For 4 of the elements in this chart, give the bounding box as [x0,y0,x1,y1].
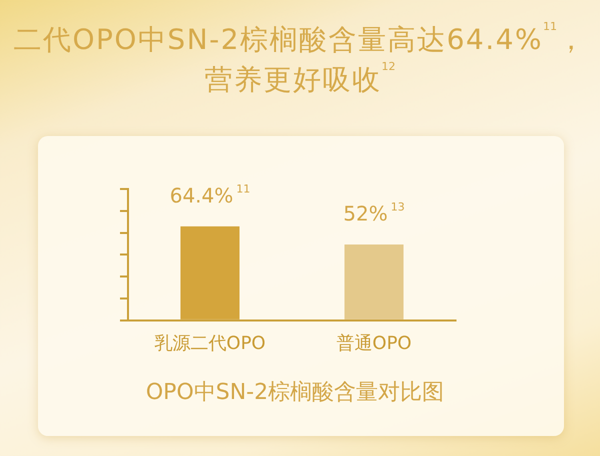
text: OPO中SN-2棕榈酸含量对比图 [144,379,446,407]
x-tick-label: 乳源二代OPO [154,332,266,354]
chart-title: 二代OPO中SN-2棕榈酸含量高达64.4%$^{11}$，营养更好吸收$^{12}$ [13,20,587,96]
x-tick-label: 普通OPO [336,332,412,354]
